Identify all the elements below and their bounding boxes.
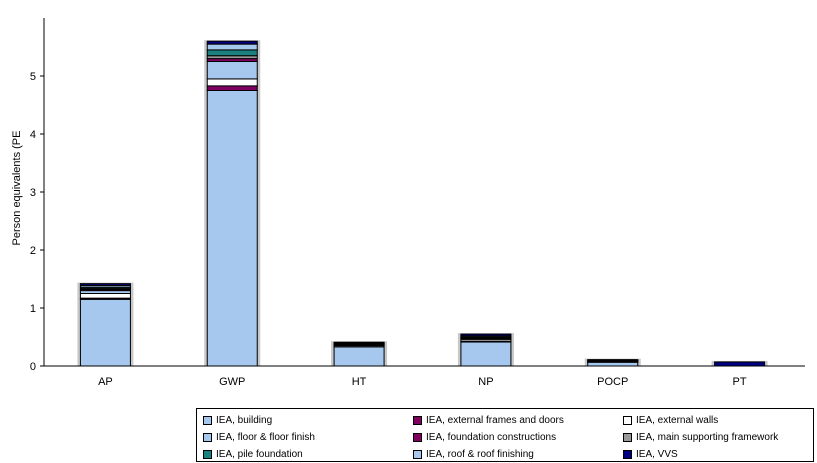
legend-item: IEA, main supporting framework — [623, 429, 817, 446]
legend-swatch — [203, 433, 212, 442]
legend-item: IEA, VVS — [623, 446, 817, 463]
bar-segment-ht-8 — [333, 341, 385, 344]
bar-segment-ap-2 — [79, 293, 131, 299]
y-axis-title: Person equivalents (PE — [11, 131, 23, 246]
legend-swatch — [623, 433, 632, 442]
bar-segment-gwp-7 — [206, 43, 258, 51]
bar-segment-np-8 — [460, 333, 512, 337]
legend-label: IEA, foundation constructions — [426, 432, 557, 443]
legend: IEA, building IEA, external frames and do… — [196, 408, 814, 462]
legend-label: IEA, pile foundation — [216, 449, 303, 460]
legend-item: IEA, pile foundation — [203, 446, 413, 463]
legend-swatch — [623, 450, 632, 459]
bar-segment-np-0 — [460, 341, 512, 367]
legend-swatch — [413, 416, 422, 425]
bars — [77, 40, 768, 367]
legend-swatch — [623, 416, 632, 425]
x-tick-label: HT — [352, 376, 367, 388]
legend-swatch — [413, 450, 422, 459]
legend-item: IEA, external walls — [623, 412, 817, 429]
x-tick-label: PT — [733, 376, 747, 388]
y-tick-label: 4 — [30, 129, 36, 141]
legend-label: IEA, main supporting framework — [636, 432, 779, 443]
bar-segment-gwp-3 — [206, 61, 258, 80]
legend-swatch — [203, 450, 212, 459]
legend-swatch — [413, 433, 422, 442]
y-tick-label: 3 — [30, 187, 36, 199]
bar-segment-gwp-8 — [206, 40, 258, 45]
x-axis-labels: AP GWP HT NP POCP PT — [98, 376, 747, 388]
x-tick-label: POCP — [597, 376, 628, 388]
bar-segment-pt-8 — [714, 361, 766, 367]
bar-segment-ht-0 — [333, 346, 385, 367]
legend-item: IEA, roof & roof finishing — [413, 446, 623, 463]
bar-segment-gwp-6 — [206, 49, 258, 57]
y-axis-ticks: 0 1 2 3 4 5 — [30, 71, 44, 373]
y-tick-label: 1 — [30, 303, 36, 315]
legend-label: IEA, VVS — [636, 449, 678, 460]
axes — [43, 18, 805, 367]
bar-segment-gwp-2 — [206, 78, 258, 87]
bar-segment-gwp-1 — [206, 85, 258, 92]
legend-swatch — [203, 416, 212, 425]
y-tick-label: 0 — [30, 361, 36, 373]
y-tick-label: 2 — [30, 245, 36, 257]
legend-item: IEA, floor & floor finish — [203, 429, 413, 446]
legend-item: IEA, building — [203, 412, 413, 429]
bar-segment-gwp-0 — [206, 90, 258, 367]
x-tick-label: AP — [98, 376, 113, 388]
legend-label: IEA, floor & floor finish — [216, 432, 315, 443]
legend-label: IEA, building — [216, 415, 273, 426]
legend-item: IEA, foundation constructions — [413, 429, 623, 446]
legend-label: IEA, external frames and doors — [426, 415, 564, 426]
x-tick-label: NP — [478, 376, 493, 388]
legend-label: IEA, roof & roof finishing — [426, 449, 534, 460]
bar-segment-ap-0 — [79, 298, 131, 367]
bar-segment-ap-8 — [79, 283, 131, 286]
legend-item: IEA, external frames and doors — [413, 412, 623, 429]
x-tick-label: GWP — [219, 376, 245, 388]
y-tick-label: 5 — [30, 71, 36, 83]
legend-label: IEA, external walls — [636, 415, 719, 426]
bar-segment-pocp-8 — [587, 359, 639, 362]
